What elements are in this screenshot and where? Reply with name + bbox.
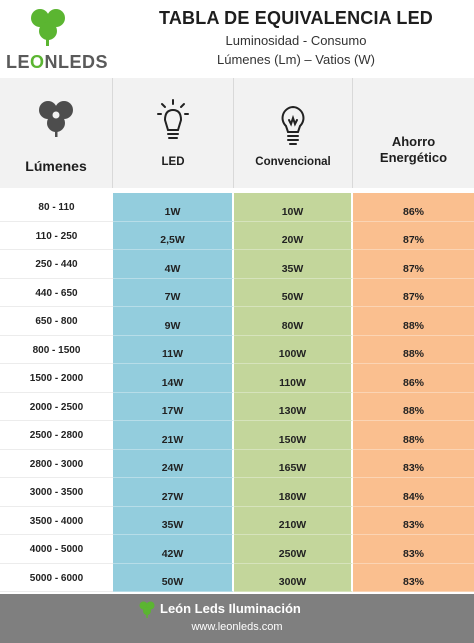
- column-header-led: LED: [113, 78, 234, 188]
- page-title: TABLA DE EQUIVALENCIA LED: [159, 8, 433, 28]
- cell-lumenes: 650 - 800: [0, 307, 113, 336]
- column-header-convencional: Convencional: [234, 78, 353, 188]
- table-row: 1500 - 2000 14W 110W 86%: [0, 364, 474, 393]
- column-label-energetico: Energético: [379, 150, 448, 165]
- column-label-ahorro: Ahorro: [391, 134, 436, 149]
- cell-lumenes: 800 - 1500: [0, 335, 113, 364]
- table-row: 3500 - 4000 35W 210W 83%: [0, 506, 474, 535]
- cell-ahorro: 83%: [353, 449, 474, 478]
- cell-lumenes: 440 - 650: [0, 278, 113, 307]
- cell-lumenes: 4000 - 5000: [0, 535, 113, 564]
- cell-convencional: 165W: [234, 449, 353, 478]
- cell-ahorro: 87%: [353, 250, 474, 279]
- cell-led: 2,5W: [113, 221, 234, 250]
- logo-wordmark: LEONLEDS: [6, 52, 118, 73]
- cell-lumenes: 5000 - 6000: [0, 563, 113, 592]
- cell-led: 9W: [113, 307, 234, 336]
- cell-lumenes: 110 - 250: [0, 221, 113, 250]
- cell-led: 50W: [113, 563, 234, 592]
- cell-convencional: 100W: [234, 335, 353, 364]
- table-row: 250 - 440 4W 35W 87%: [0, 250, 474, 279]
- table-row: 110 - 250 2,5W 20W 87%: [0, 221, 474, 250]
- table-row: 2000 - 2500 17W 130W 88%: [0, 392, 474, 421]
- cell-lumenes: 3500 - 4000: [0, 506, 113, 535]
- cell-ahorro: 88%: [353, 335, 474, 364]
- cell-ahorro: 83%: [353, 563, 474, 592]
- cell-ahorro: 88%: [353, 307, 474, 336]
- cell-ahorro: 88%: [353, 421, 474, 450]
- clover-logo-icon: [31, 9, 65, 46]
- cell-ahorro: 87%: [353, 221, 474, 250]
- cell-convencional: 210W: [234, 506, 353, 535]
- subtitle-units: Lúmenes (Lm) – Vatios (W): [217, 52, 375, 67]
- equivalence-table-body: 80 - 110 1W 10W 86% 110 - 250 2,5W 20W 87% 250 -…: [0, 193, 474, 592]
- cell-convencional: 80W: [234, 307, 353, 336]
- table-row: 2800 - 3000 24W 165W 83%: [0, 449, 474, 478]
- cell-lumenes: 2800 - 3000: [0, 449, 113, 478]
- cell-led: 27W: [113, 478, 234, 507]
- cell-led: 4W: [113, 250, 234, 279]
- cell-led: 42W: [113, 535, 234, 564]
- cell-convencional: 10W: [234, 193, 353, 222]
- cell-convencional: 300W: [234, 563, 353, 592]
- cell-lumenes: 80 - 110: [0, 193, 113, 222]
- cell-convencional: 180W: [234, 478, 353, 507]
- cell-led: 1W: [113, 193, 234, 222]
- subtitle-luminosity: Luminosidad - Consumo: [225, 33, 367, 48]
- table-row: 2500 - 2800 21W 150W 88%: [0, 421, 474, 450]
- cell-lumenes: 2500 - 2800: [0, 421, 113, 450]
- cell-led: 14W: [113, 364, 234, 393]
- cell-led: 21W: [113, 421, 234, 450]
- footer-brand: León Leds Iluminación: [160, 601, 301, 616]
- logo-text-part: LE: [6, 52, 31, 72]
- logo-text-part: NLEDS: [44, 52, 109, 72]
- brand-logo: LEONLEDS: [6, 4, 116, 74]
- cell-lumenes: 1500 - 2000: [0, 364, 113, 393]
- table-row: 3000 - 3500 27W 180W 84%: [0, 478, 474, 507]
- header: LEONLEDS TABLA DE EQUIVALENCIA LED Lumin…: [0, 0, 474, 78]
- cell-ahorro: 83%: [353, 535, 474, 564]
- table-row: 650 - 800 9W 80W 88%: [0, 307, 474, 336]
- cell-ahorro: 86%: [353, 193, 474, 222]
- cell-convencional: 35W: [234, 250, 353, 279]
- cell-ahorro: 86%: [353, 364, 474, 393]
- cell-lumenes: 2000 - 2500: [0, 392, 113, 421]
- column-label-lumenes: Lúmenes: [25, 158, 87, 174]
- cell-led: 7W: [113, 278, 234, 307]
- cell-convencional: 150W: [234, 421, 353, 450]
- cell-ahorro: 88%: [353, 392, 474, 421]
- column-label-convencional: Convencional: [255, 156, 331, 168]
- cell-convencional: 20W: [234, 221, 353, 250]
- cell-led: 35W: [113, 506, 234, 535]
- cell-convencional: 50W: [234, 278, 353, 307]
- cell-led: 17W: [113, 392, 234, 421]
- cell-ahorro: 84%: [353, 478, 474, 507]
- table-row: 440 - 650 7W 50W 87%: [0, 278, 474, 307]
- cell-convencional: 250W: [234, 535, 353, 564]
- cell-lumenes: 250 - 440: [0, 250, 113, 279]
- column-header-lumenes: Lúmenes: [0, 78, 113, 188]
- cell-lumenes: 3000 - 3500: [0, 478, 113, 507]
- table-row: 5000 - 6000 50W 300W 83%: [0, 563, 474, 592]
- cell-led: 24W: [113, 449, 234, 478]
- cell-ahorro: 87%: [353, 278, 474, 307]
- cell-convencional: 110W: [234, 364, 353, 393]
- cell-convencional: 130W: [234, 392, 353, 421]
- table-row: 80 - 110 1W 10W 86%: [0, 193, 474, 222]
- cell-ahorro: 83%: [353, 506, 474, 535]
- column-label-led: LED: [161, 156, 185, 168]
- footer: León Leds Iluminación www.leonleds.com: [0, 594, 474, 643]
- cell-led: 11W: [113, 335, 234, 364]
- incandescent-bulb-icon: [281, 105, 305, 145]
- table-row: 800 - 1500 11W 100W 88%: [0, 335, 474, 364]
- column-header-ahorro: Ahorro Energético: [353, 78, 474, 188]
- footer-url[interactable]: www.leonleds.com: [191, 621, 283, 633]
- clover-light-icon: [39, 101, 73, 137]
- led-bulb-icon: [157, 99, 189, 139]
- table-row: 4000 - 5000 42W 250W 83%: [0, 535, 474, 564]
- clover-logo-icon: [139, 601, 155, 618]
- logo-text-part: O: [30, 52, 45, 72]
